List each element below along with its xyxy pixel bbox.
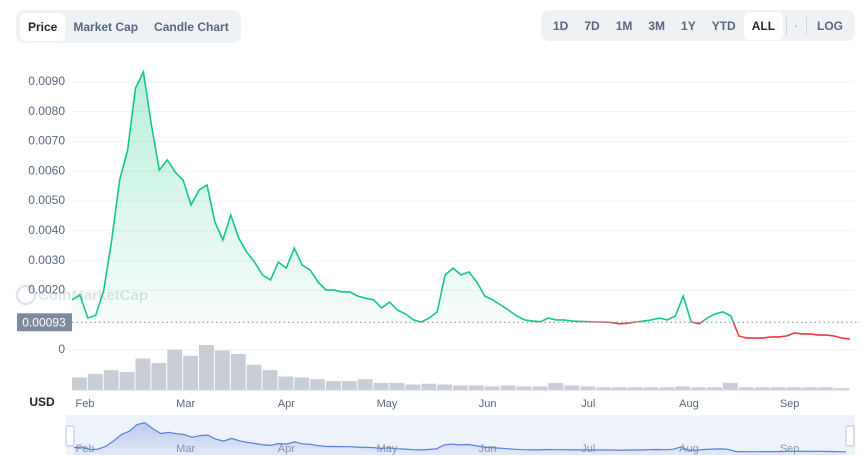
- volume-bar: [135, 358, 151, 390]
- volume-bar: [659, 387, 675, 390]
- range-button[interactable]: 1M: [615, 18, 633, 33]
- x-tick-label: Mar: [176, 398, 195, 410]
- volume-bar: [87, 373, 103, 390]
- volume-bar: [500, 385, 516, 390]
- volume-bar: [151, 363, 167, 390]
- volume-bar: [119, 372, 135, 390]
- y-tick-label: 0.0060: [28, 163, 65, 177]
- y-tick-label: 0.0050: [28, 193, 65, 207]
- volume-bar: [326, 381, 341, 390]
- volume-bar: [373, 382, 389, 390]
- price-line-up: [71, 69, 735, 323]
- y-tick-label: 0.0070: [28, 134, 65, 148]
- y-tick-label: 0: [58, 342, 65, 356]
- volume-bar: [214, 350, 230, 390]
- x-tick-label: Jul: [581, 398, 595, 410]
- y-tick-label: 0.0040: [28, 223, 65, 237]
- baseline-label-bg: [17, 313, 72, 332]
- navigator-line: [73, 422, 847, 453]
- volume-bar: [405, 384, 421, 390]
- range-button[interactable]: YTD: [711, 18, 736, 33]
- volume-bar: [357, 379, 373, 390]
- x-tick-label: Feb: [76, 398, 95, 410]
- volume-bar: [341, 381, 357, 390]
- volume-bar: [230, 354, 246, 390]
- y-tick-label: 0.0090: [28, 74, 65, 88]
- x-tick-label: May: [377, 398, 398, 410]
- volume-bar: [72, 377, 87, 390]
- volume-bar: [564, 385, 580, 390]
- range-button[interactable]: 1D: [553, 18, 569, 33]
- volume-bar: [516, 386, 532, 390]
- volume-bar: [834, 388, 849, 390]
- x-tick-label: Jun: [479, 398, 497, 410]
- y-tick-label: 0.0020: [28, 283, 65, 297]
- baseline-label: 0.00093: [22, 315, 66, 329]
- volume-bar: [262, 370, 278, 390]
- volume-bar: [310, 379, 326, 390]
- volume-bar: [818, 387, 834, 390]
- y-tick-label: 0.0080: [28, 104, 65, 118]
- range-button[interactable]: 3M: [648, 18, 666, 33]
- volume-bar: [707, 387, 722, 390]
- range-button[interactable]: 1Y: [681, 18, 696, 33]
- volume-bar: [468, 385, 484, 390]
- volume-bar: [278, 376, 294, 390]
- volume-bar: [548, 382, 564, 390]
- volume-bar: [294, 377, 310, 390]
- navigator-handle[interactable]: [65, 425, 75, 447]
- volume-bar: [437, 384, 453, 390]
- calendar-button[interactable]: [795, 18, 797, 34]
- navigator-handle[interactable]: [845, 425, 855, 447]
- volume-bar: [611, 387, 627, 390]
- navigator-area: [74, 422, 846, 455]
- volume-bar: [167, 349, 183, 390]
- volume-bar: [675, 386, 691, 390]
- x-tick-label: Aug: [679, 398, 699, 410]
- currency-label: USD: [29, 395, 55, 409]
- volume-bar: [738, 387, 754, 390]
- volume-bar: [532, 386, 548, 390]
- range-group: 1D 7D 1M 3M 1Y YTD ALL LOG: [541, 10, 855, 41]
- tab-group: Price Market Cap Candle Chart: [16, 10, 241, 43]
- tab[interactable]: Price: [20, 12, 66, 41]
- log-button[interactable]: LOG: [817, 18, 843, 33]
- volume-bar: [754, 387, 770, 390]
- price-area: [72, 72, 734, 323]
- volume-bar: [580, 386, 595, 390]
- volume-bar: [770, 387, 786, 390]
- volume-bar: [246, 364, 262, 390]
- volume-bar: [103, 370, 119, 390]
- range-button[interactable]: ALL: [743, 11, 784, 40]
- volume-bar: [722, 382, 738, 390]
- tab[interactable]: Market Cap: [73, 19, 139, 34]
- x-tick-label: Apr: [278, 398, 295, 410]
- y-tick-label: 0.0030: [28, 253, 65, 267]
- volume-bar: [199, 345, 214, 390]
- x-tick-label: Sep: [780, 398, 800, 410]
- volume-bar: [453, 385, 468, 390]
- volume-bar: [183, 355, 199, 390]
- volume-bar: [484, 386, 500, 390]
- volume-bar: [595, 387, 611, 390]
- volume-bar: [691, 387, 707, 390]
- range-button[interactable]: 7D: [584, 18, 600, 33]
- volume-bar: [421, 383, 437, 390]
- tab[interactable]: Candle Chart: [154, 19, 229, 34]
- volume-bar: [786, 387, 802, 390]
- volume-bar: [627, 387, 643, 390]
- volume-bar: [389, 382, 405, 390]
- volume-bar: [643, 387, 659, 390]
- volume-bar: [802, 387, 818, 390]
